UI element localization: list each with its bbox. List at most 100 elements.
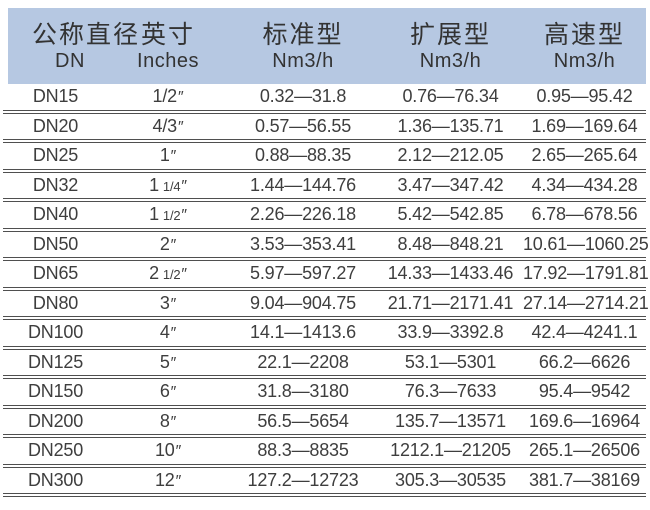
- cell-high-speed-range: 66.2—6626: [538, 351, 631, 372]
- inch-mark: ″: [170, 148, 177, 166]
- cell-high-speed-range: 6.78—678.56: [531, 204, 638, 225]
- header-title-extended-type: 扩展型: [409, 21, 491, 50]
- table-body: DN15 1/2″ 0.32—31.8 0.76—76.34 0.95—95.4…: [3, 84, 649, 497]
- cell-extended-range: 2.12—212.05: [397, 145, 504, 166]
- cell-extended-range: 1.36—135.71: [397, 115, 504, 136]
- cell-standard-range: 2.26—226.18: [250, 204, 356, 225]
- cell-dn: DN100: [27, 322, 84, 343]
- cell-extended-range: 76.3—7633: [404, 381, 497, 402]
- cell-dn: DN200: [27, 410, 84, 431]
- cell-high-speed-range: 381.7—38169: [529, 469, 640, 490]
- cell-standard-range: 1.44—144.76: [250, 174, 356, 195]
- header-cell-extended-type: 扩展型 Nm3/h: [378, 19, 523, 73]
- header-cell-standard-type: 标准型 Nm3/h: [228, 19, 378, 73]
- cell-standard-range: 3.53—353.41: [250, 233, 356, 254]
- cell-standard-range: 5.97—597.27: [250, 263, 356, 284]
- cell-standard-range: 31.8—3180: [257, 381, 349, 402]
- inch-mark: ″: [175, 443, 182, 461]
- cell-high-speed-range: 42.4—4241.1: [531, 322, 638, 343]
- table-row: DN50 2″ 3.53—353.41 8.48—848.21 10.61—10…: [3, 231, 649, 261]
- inch-mark: ″: [181, 207, 187, 225]
- inch-mark: ″: [177, 89, 184, 107]
- cell-inches: 8″: [159, 410, 177, 431]
- header-cell-high-speed-type: 高速型 Nm3/h: [523, 19, 646, 73]
- cell-inches: 3″: [159, 292, 177, 313]
- cell-dn: DN250: [27, 440, 84, 461]
- flow-spec-table: 公称直径 DN 英寸 Inches 标准型 Nm3/h 扩展型 Nm3/h 高速…: [3, 8, 649, 497]
- cell-high-speed-range: 2.65—265.64: [531, 145, 638, 166]
- inch-mark: ″: [170, 384, 177, 402]
- table-row: DN25 1″ 0.88—88.35 2.12—212.05 2.65—265.…: [3, 143, 646, 173]
- cell-high-speed-range: 169.6—16964: [529, 410, 640, 431]
- header-subtitle-standard-unit: Nm3/h: [272, 49, 334, 72]
- cell-inches: 6″: [159, 381, 177, 402]
- cell-standard-range: 0.88—88.35: [254, 145, 352, 166]
- cell-dn: DN40: [32, 204, 79, 225]
- inch-mark: ″: [170, 413, 177, 431]
- cell-inches: 10″: [154, 440, 182, 461]
- cell-standard-range: 127.2—12723: [247, 469, 359, 490]
- cell-dn: DN20: [32, 115, 79, 136]
- table-row: DN200 8″ 56.5—5654 135.7—13571 169.6—169…: [3, 408, 646, 438]
- cell-extended-range: 33.9—3392.8: [397, 322, 504, 343]
- cell-inches: 1 1/2″: [149, 204, 187, 225]
- table-row: DN32 1 1/4″ 1.44—144.76 3.47—347.42 4.34—…: [3, 172, 646, 202]
- cell-dn: DN65: [32, 263, 79, 284]
- header-subtitle-extended-unit: Nm3/h: [419, 49, 482, 72]
- cell-dn: DN32: [32, 174, 79, 195]
- table-row: DN80 3″ 9.04—904.75 21.71—2171.41 27.14—…: [3, 290, 649, 320]
- cell-extended-range: 1212.1—21205: [390, 440, 511, 461]
- inch-mark: ″: [170, 325, 177, 343]
- inch-mark: ″: [170, 236, 177, 254]
- cell-inches: 1 1/4″: [149, 174, 187, 195]
- header-title-nominal-diameter: 公称直径: [32, 21, 141, 50]
- cell-dn: DN125: [27, 351, 84, 372]
- inch-mark: ″: [181, 266, 187, 284]
- cell-inches: 5″: [159, 351, 177, 372]
- table-row: DN40 1 1/2″ 2.26—226.18 5.42—542.85 6.78—…: [3, 202, 646, 232]
- cell-inches: 4/3″: [152, 115, 184, 136]
- cell-standard-range: 9.04—904.75: [250, 292, 356, 313]
- cell-inches: 1/2″: [152, 86, 184, 107]
- cell-extended-range: 3.47—347.42: [397, 174, 504, 195]
- header-title-inches: 英寸: [140, 21, 195, 50]
- cell-extended-range: 135.7—13571: [395, 410, 506, 431]
- inch-mark: ″: [177, 118, 184, 136]
- inches-fraction: 1/2: [162, 267, 181, 283]
- cell-dn: DN80: [32, 292, 79, 313]
- header-title-standard-type: 标准型: [262, 21, 344, 50]
- cell-high-speed-range: 10.61—1060.25: [523, 233, 649, 254]
- cell-standard-range: 88.3—8835: [257, 440, 349, 461]
- cell-high-speed-range: 95.4—9542: [538, 381, 631, 402]
- cell-inches: 1″: [159, 145, 177, 166]
- header-subtitle-inches: Inches: [137, 49, 199, 72]
- inches-fraction: 1/4: [162, 178, 181, 194]
- table-row: DN20 4/3″ 0.57—56.55 1.36—135.71 1.69—16…: [3, 113, 646, 143]
- cell-standard-range: 0.32—31.8: [259, 86, 347, 107]
- cell-high-speed-range: 0.95—95.42: [536, 86, 633, 107]
- table-row: DN15 1/2″ 0.32—31.8 0.76—76.34 0.95—95.4…: [3, 84, 646, 114]
- inch-mark: ″: [175, 472, 182, 490]
- cell-dn: DN25: [32, 145, 79, 166]
- cell-dn: DN50: [32, 233, 79, 254]
- header-cell-inches: 英寸 Inches: [108, 19, 228, 73]
- cell-high-speed-range: 1.69—169.64: [531, 115, 638, 136]
- cell-high-speed-range: 4.34—434.28: [531, 174, 638, 195]
- header-subtitle-dn: DN: [55, 49, 85, 72]
- cell-extended-range: 8.48—848.21: [397, 233, 504, 254]
- inch-mark: ″: [170, 295, 177, 313]
- cell-inches: 2″: [159, 233, 177, 254]
- cell-extended-range: 305.3—30535: [395, 469, 506, 490]
- cell-extended-range: 53.1—5301: [404, 351, 497, 372]
- header-cell-nominal-diameter: 公称直径 DN: [8, 19, 141, 73]
- table-row: DN300 12″ 127.2—12723 305.3—30535 381.7—…: [3, 467, 646, 497]
- cell-inches: 2 1/2″: [149, 263, 187, 284]
- cell-high-speed-range: 265.1—26506: [529, 440, 640, 461]
- cell-extended-range: 5.42—542.85: [397, 204, 504, 225]
- header-subtitle-high-speed-unit: Nm3/h: [553, 49, 616, 72]
- cell-standard-range: 14.1—1413.6: [250, 322, 356, 343]
- cell-inches: 12″: [154, 469, 182, 490]
- table-row: DN250 10″ 88.3—8835 1212.1—21205 265.1—2…: [3, 438, 646, 468]
- inch-mark: ″: [181, 177, 187, 195]
